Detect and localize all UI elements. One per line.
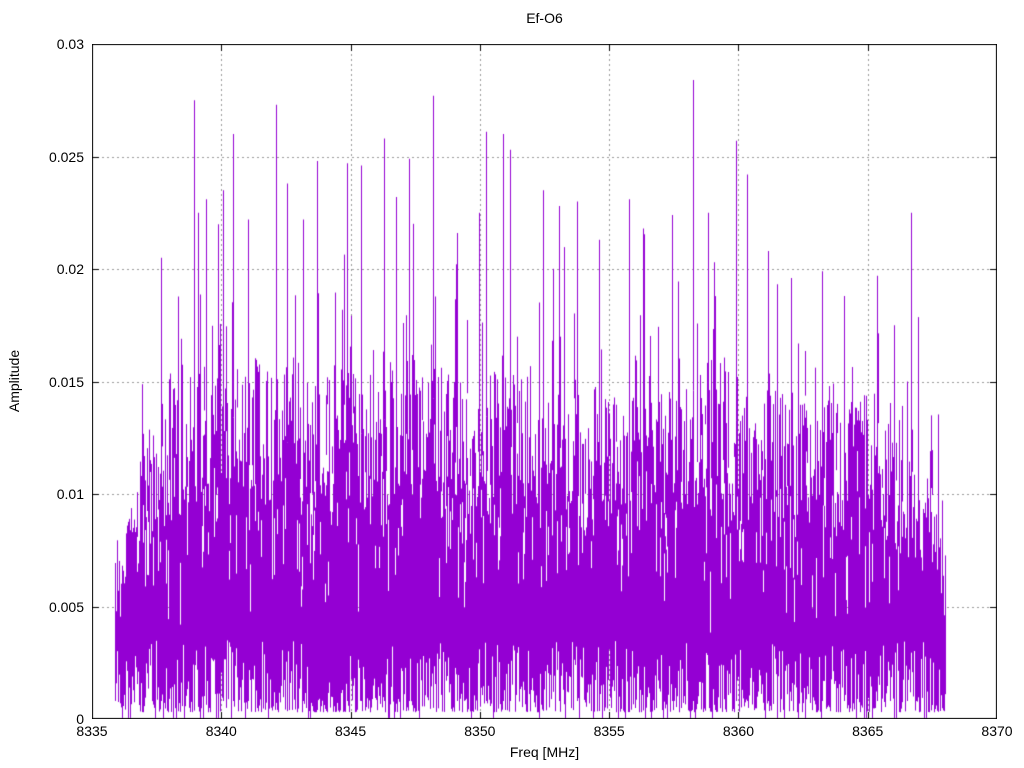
x-tick-label: 8360: [722, 723, 754, 739]
chart-title: Ef-O6: [526, 10, 563, 26]
y-tick-label: 0.005: [48, 598, 84, 615]
y-tick-label: 0.02: [56, 261, 84, 277]
y-tick-label: 0.015: [48, 373, 84, 390]
x-axis-label: Freq [MHz]: [509, 744, 580, 760]
x-tick-label: 8335: [76, 723, 108, 739]
x-tick-label: 8340: [205, 723, 237, 739]
y-tick-label: 0: [76, 711, 84, 727]
x-tick-label: 8345: [334, 723, 367, 739]
y-tick-label: 0.025: [48, 148, 84, 165]
x-tick-label: 8350: [464, 723, 496, 739]
x-tick-label: 8365: [852, 723, 884, 739]
x-tick-label: 8355: [593, 723, 625, 739]
y-tick-label: 0.01: [56, 486, 84, 502]
x-tick-label: 8370: [981, 723, 1013, 739]
y-axis-label: Amplitude: [6, 349, 22, 413]
y-tick-label: 0.03: [56, 36, 84, 52]
plot-area-canvas: [92, 44, 997, 719]
